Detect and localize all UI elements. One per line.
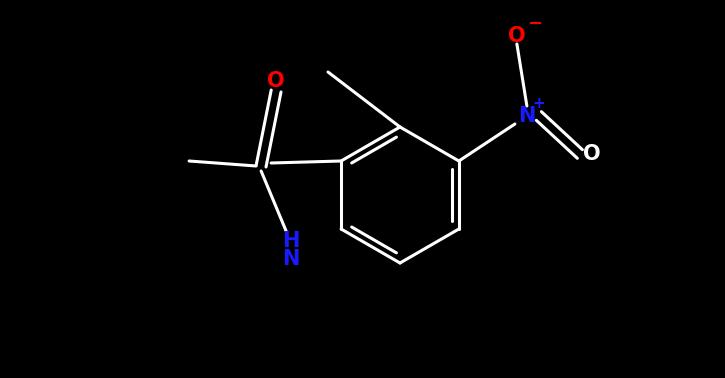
Text: O: O xyxy=(583,144,601,164)
Text: N: N xyxy=(283,249,300,269)
Text: O: O xyxy=(508,26,526,46)
Text: −: − xyxy=(527,15,542,33)
Text: O: O xyxy=(268,71,285,91)
Text: N: N xyxy=(518,106,536,126)
Text: +: + xyxy=(533,96,545,112)
Text: H: H xyxy=(283,231,300,251)
